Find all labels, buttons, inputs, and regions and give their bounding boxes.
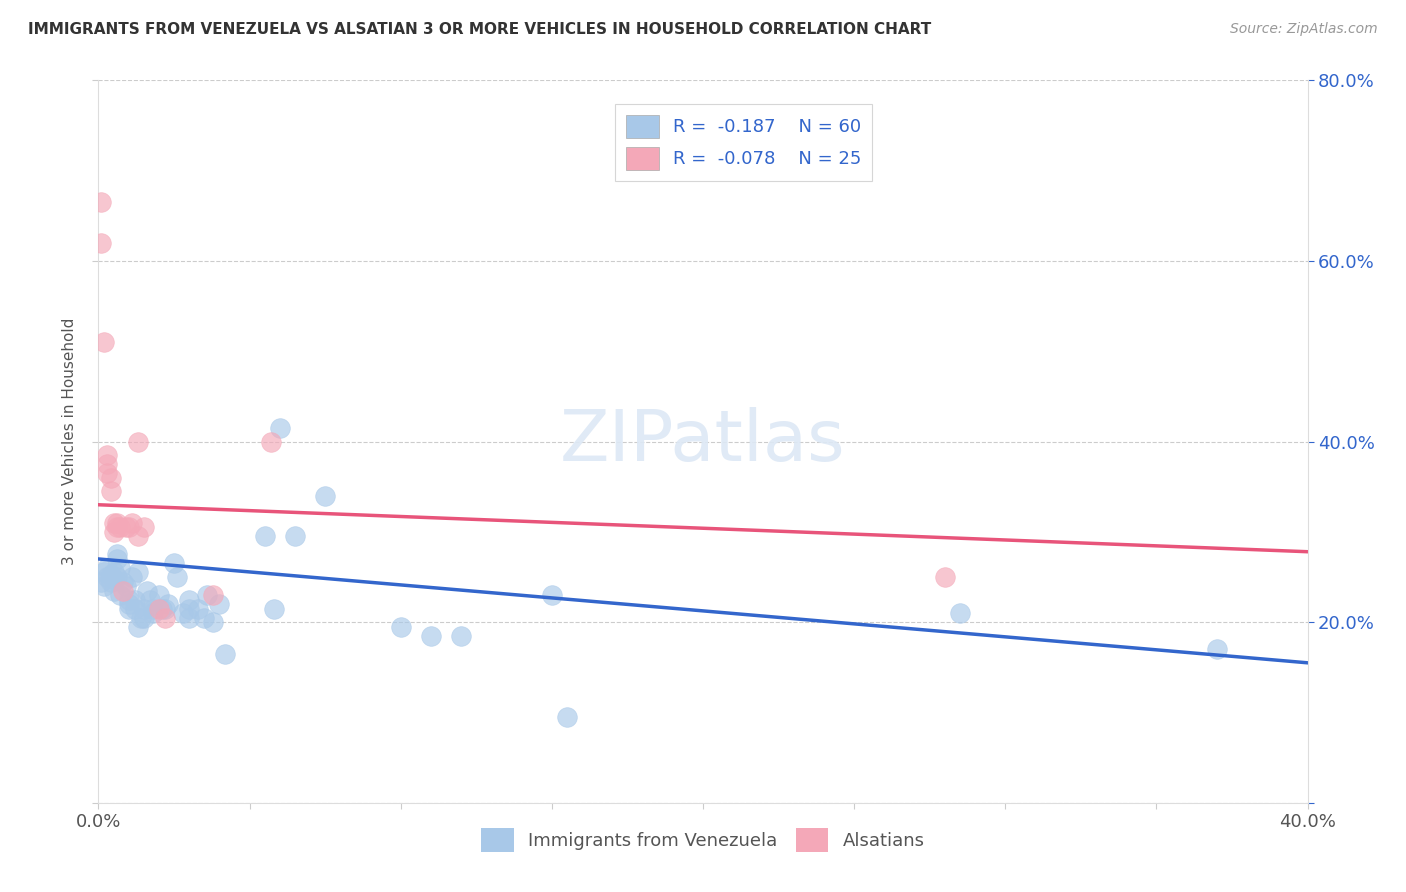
Point [263, 601, 285, 615]
Point [193, 610, 215, 624]
Y-axis label: 3 or more Vehicles in Household: 3 or more Vehicles in Household [62, 318, 77, 566]
Point [93, 566, 115, 580]
Point [166, 570, 188, 584]
Point [148, 588, 170, 602]
Point [114, 579, 136, 593]
Text: ZIPatlas: ZIPatlas [560, 407, 846, 476]
Point [124, 592, 146, 607]
Point [202, 615, 225, 630]
Point [105, 570, 128, 584]
Point [195, 588, 218, 602]
Point [555, 710, 578, 724]
Point [103, 566, 125, 580]
Point [150, 601, 173, 615]
Point [179, 610, 201, 624]
Point [420, 629, 443, 643]
Point [96, 570, 118, 584]
Point [103, 524, 125, 539]
Point [96, 466, 118, 480]
Point [111, 583, 134, 598]
Point [129, 610, 152, 624]
Point [156, 597, 179, 611]
Point [450, 629, 472, 643]
Point [108, 520, 131, 534]
Point [135, 583, 157, 598]
Point [949, 606, 972, 620]
Point [179, 592, 201, 607]
Point [100, 574, 122, 589]
Point [108, 561, 131, 575]
Point [93, 579, 115, 593]
Point [103, 516, 125, 530]
Point [100, 471, 122, 485]
Point [105, 552, 128, 566]
Point [121, 516, 143, 530]
Point [96, 561, 118, 575]
Point [934, 570, 956, 584]
Point [103, 583, 125, 598]
Point [90, 195, 112, 210]
Point [540, 588, 562, 602]
Point [127, 434, 149, 449]
Point [163, 557, 186, 571]
Point [118, 601, 141, 615]
Point [132, 610, 155, 624]
Point [389, 620, 412, 634]
Point [105, 516, 128, 530]
Point [118, 592, 141, 607]
Point [100, 568, 122, 582]
Text: Source: ZipAtlas.com: Source: ZipAtlas.com [1230, 22, 1378, 37]
Point [153, 610, 176, 624]
Point [132, 601, 155, 615]
Point [96, 448, 118, 462]
Point [214, 647, 236, 661]
Point [284, 529, 307, 543]
Point [90, 574, 112, 589]
Point [172, 606, 194, 620]
Point [118, 597, 141, 611]
Point [179, 601, 201, 615]
Point [96, 457, 118, 471]
Point [208, 597, 231, 611]
Text: IMMIGRANTS FROM VENEZUELA VS ALSATIAN 3 OR MORE VEHICLES IN HOUSEHOLD CORRELATIO: IMMIGRANTS FROM VENEZUELA VS ALSATIAN 3 … [28, 22, 931, 37]
Point [139, 592, 162, 607]
Point [108, 588, 131, 602]
Legend: Immigrants from Venezuela, Alsatians: Immigrants from Venezuela, Alsatians [474, 822, 932, 859]
Point [121, 570, 143, 584]
Point [148, 601, 170, 615]
Point [142, 601, 165, 615]
Point [105, 520, 128, 534]
Point [142, 606, 165, 620]
Point [100, 484, 122, 499]
Point [187, 601, 209, 615]
Point [314, 489, 336, 503]
Point [153, 601, 176, 615]
Point [253, 529, 276, 543]
Point [127, 620, 149, 634]
Point [124, 601, 146, 615]
Point [1206, 642, 1229, 657]
Point [260, 434, 283, 449]
Point [118, 520, 141, 534]
Point [202, 588, 225, 602]
Point [114, 520, 136, 534]
Point [127, 529, 149, 543]
Point [127, 566, 149, 580]
Point [132, 520, 155, 534]
Point [105, 548, 128, 562]
Point [93, 335, 115, 350]
Point [103, 572, 125, 586]
Point [111, 574, 134, 589]
Point [269, 421, 291, 435]
Point [90, 235, 112, 250]
